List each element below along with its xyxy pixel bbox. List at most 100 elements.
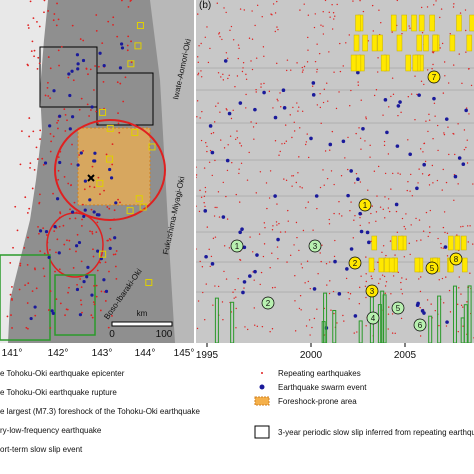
repeater (277, 28, 279, 31)
map-swarm (85, 275, 89, 279)
repeater (298, 249, 300, 252)
repeater (293, 244, 295, 246)
repeater (442, 92, 445, 94)
repeater (259, 171, 262, 173)
slow-slip-bar (416, 34, 423, 52)
slow-slip-bar (353, 34, 360, 52)
repeater (213, 121, 216, 123)
repeater (272, 225, 274, 227)
repeater (466, 162, 469, 164)
repeater (307, 156, 310, 159)
repeater (295, 181, 298, 184)
swarm (240, 227, 244, 231)
repeater (349, 210, 351, 212)
repeater (341, 215, 343, 217)
event-marker (308, 239, 322, 253)
repeater (328, 11, 330, 14)
map-quake (38, 25, 41, 28)
repeater (229, 135, 232, 137)
map-quake (26, 302, 29, 304)
repeater (417, 182, 419, 184)
repeater (472, 183, 474, 185)
repeater (300, 309, 302, 311)
map-swarm (108, 167, 112, 172)
repeater (377, 261, 379, 264)
map-quake (49, 132, 52, 135)
repeater (445, 181, 448, 184)
repeater (382, 245, 385, 247)
map-quake (11, 327, 13, 329)
repeater (339, 70, 342, 73)
map-quake (72, 267, 75, 269)
map-quake (58, 64, 60, 67)
repeater (446, 255, 449, 257)
map-quake (93, 284, 95, 287)
map-quake (70, 184, 72, 187)
repeater (301, 71, 304, 73)
repeater (441, 189, 443, 191)
repeater (297, 110, 299, 112)
repeater (354, 214, 356, 217)
repeater (339, 42, 341, 45)
repeater (355, 132, 357, 135)
swarm (238, 101, 243, 105)
map-quake (130, 40, 132, 43)
repeater (272, 107, 274, 109)
map-quake (48, 248, 51, 251)
repeater (274, 12, 277, 14)
map-swarm (109, 176, 114, 180)
swarm (282, 106, 287, 110)
slow-slip-bar (418, 14, 425, 32)
repeater (285, 179, 288, 182)
map-quake (92, 301, 95, 304)
repeater (436, 124, 439, 127)
repeater (226, 218, 229, 220)
map-quake (91, 230, 94, 233)
repeater (314, 13, 316, 15)
repeater (262, 46, 265, 48)
repeater (445, 325, 448, 327)
map-quake (111, 143, 114, 146)
repeater (359, 0, 361, 2)
repeater (230, 25, 233, 28)
map-quake (79, 278, 82, 280)
repeater (226, 57, 229, 60)
repeater (246, 179, 249, 181)
event-number: 2 (266, 299, 271, 308)
repeater (349, 105, 351, 107)
map-quake (67, 76, 70, 79)
map-quake (55, 24, 58, 27)
map-quake (47, 95, 50, 97)
sse-bar (377, 304, 382, 343)
repeater (405, 278, 407, 280)
slow-slip-bar (461, 257, 468, 273)
map-quake (63, 108, 66, 110)
map-quake (81, 311, 83, 314)
repeater (322, 25, 324, 27)
map-quake (34, 314, 37, 317)
swarm (309, 136, 313, 141)
swarm (333, 259, 337, 264)
repeater (338, 213, 341, 215)
repeater (328, 223, 331, 225)
repeater (449, 33, 451, 35)
repeater (287, 220, 289, 222)
repeater (345, 42, 347, 44)
repeater (280, 106, 282, 108)
map-swarm (38, 229, 43, 233)
swarm (356, 177, 360, 181)
swarm (349, 247, 354, 251)
map-quake (29, 162, 32, 165)
repeater (223, 270, 225, 273)
swarm (415, 303, 420, 308)
slow-slip-bar (397, 235, 404, 251)
map-quake (37, 56, 40, 59)
map-swarm (82, 214, 86, 219)
map-quake (26, 63, 29, 66)
repeater (225, 11, 227, 14)
map-quake (83, 188, 86, 191)
map-quake (126, 49, 129, 52)
repeater (225, 195, 227, 198)
map-quake (45, 234, 48, 236)
repeater (403, 225, 405, 228)
